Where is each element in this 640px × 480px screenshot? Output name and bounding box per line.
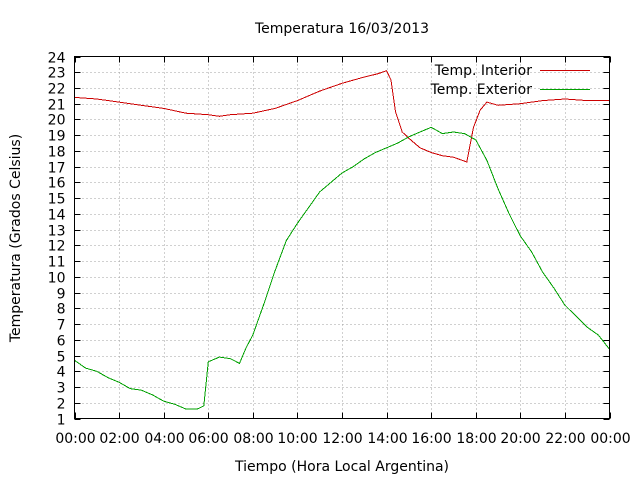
legend: Temp. Interior Temp. Exterior <box>430 63 590 98</box>
y-tick-label: 9 <box>57 287 66 303</box>
y-tick-label: 8 <box>57 302 66 318</box>
y-tick-label: 18 <box>48 145 66 161</box>
tick-labels: 1234567891011121314151617181920212223240… <box>48 51 631 448</box>
x-tick-label: 06:00 <box>188 431 228 447</box>
x-tick-label: 00:00 <box>590 431 630 447</box>
y-tick-label: 17 <box>48 161 66 177</box>
y-tick-label: 13 <box>48 224 66 240</box>
y-tick-label: 22 <box>48 82 66 98</box>
x-tick-label: 18:00 <box>456 431 496 447</box>
y-tick-label: 16 <box>48 176 66 192</box>
y-tick-label: 2 <box>57 397 66 413</box>
x-axis-label: Tiempo (Hora Local Argentina) <box>234 459 449 475</box>
y-tick-label: 3 <box>57 381 66 397</box>
y-tick-label: 15 <box>48 192 66 208</box>
y-tick-label: 4 <box>57 365 66 381</box>
x-tick-label: 00:00 <box>55 431 95 447</box>
x-tick-label: 20:00 <box>500 431 540 447</box>
y-tick-label: 10 <box>48 271 66 287</box>
plot-area <box>74 70 610 410</box>
x-tick-label: 12:00 <box>322 431 362 447</box>
x-tick-label: 02:00 <box>99 431 139 447</box>
series-line-interior <box>74 70 610 163</box>
legend-label-interior: Temp. Interior <box>434 63 533 79</box>
y-axis-label: Temperatura (Grados Celsius) <box>8 134 24 343</box>
x-tick-label: 22:00 <box>545 431 585 447</box>
x-tick-label: 08:00 <box>233 431 273 447</box>
y-tick-label: 1 <box>57 413 66 429</box>
y-tick-label: 12 <box>48 239 66 255</box>
y-tick-label: 11 <box>48 255 66 271</box>
x-tick-label: 04:00 <box>144 431 184 447</box>
y-tick-label: 6 <box>57 334 66 350</box>
grid <box>74 56 610 419</box>
y-tick-label: 23 <box>48 66 66 82</box>
y-tick-label: 21 <box>48 98 66 114</box>
x-tick-label: 16:00 <box>411 431 451 447</box>
chart-title: Temperatura 16/03/2013 <box>254 21 429 37</box>
y-tick-label: 20 <box>48 113 66 129</box>
y-tick-label: 7 <box>57 318 66 334</box>
series-line-exterior <box>74 126 610 410</box>
y-tick-label: 24 <box>48 51 66 67</box>
x-tick-label: 14:00 <box>367 431 407 447</box>
y-tick-label: 14 <box>48 208 66 224</box>
y-tick-label: 5 <box>57 350 66 366</box>
legend-label-exterior: Temp. Exterior <box>430 82 533 98</box>
axis-ticks <box>74 56 611 420</box>
y-tick-label: 19 <box>48 129 66 145</box>
x-tick-label: 10:00 <box>277 431 317 447</box>
